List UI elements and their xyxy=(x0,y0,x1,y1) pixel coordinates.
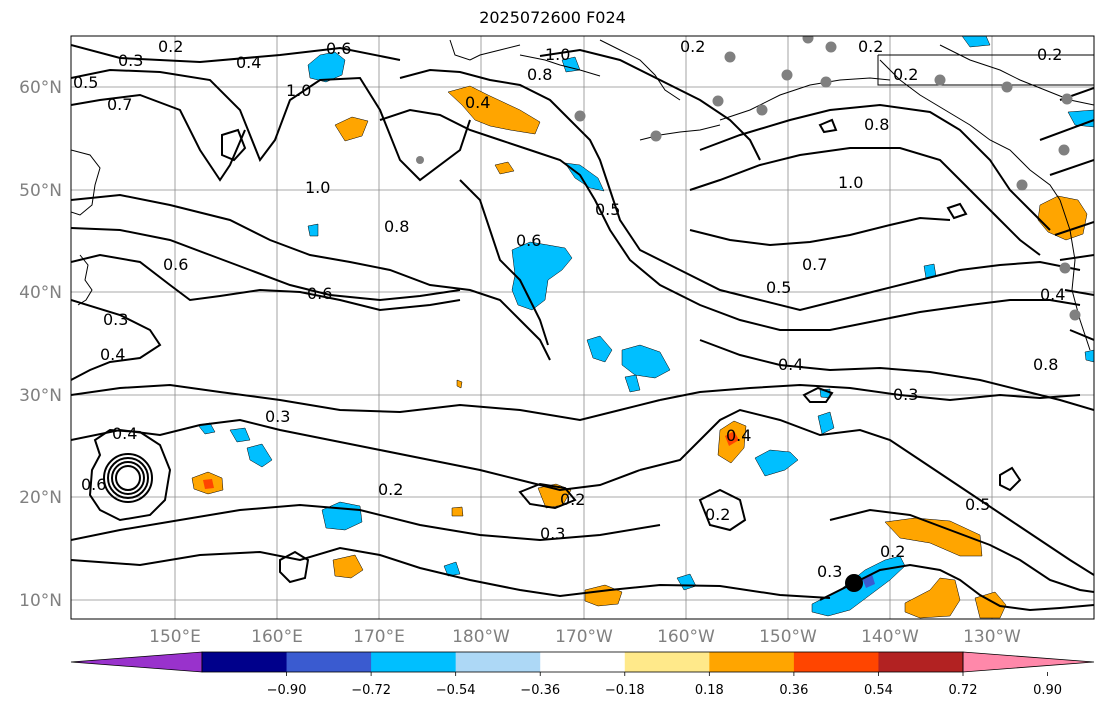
lat-label: 20°N xyxy=(19,488,62,508)
colorbar-segment xyxy=(202,652,288,672)
colorbar-tick-labels: −0.90 −0.72 −0.54 −0.36 −0.18 0.18 0.36 0.54 0.7… xyxy=(267,672,1062,698)
contour-label: 0.2 xyxy=(858,37,883,56)
lat-label: 40°N xyxy=(19,283,62,303)
station-markers xyxy=(416,36,1081,321)
colorbar-tick-label: 0.18 xyxy=(695,683,724,698)
colorbar-segment xyxy=(793,652,879,672)
positive-strong-shading xyxy=(203,431,739,489)
colorbar-segment xyxy=(624,652,710,672)
contour-label: 0.2 xyxy=(158,37,183,56)
contour-label: 0.8 xyxy=(864,115,889,134)
lon-label: 150°E xyxy=(149,627,201,647)
contour-label: 0.5 xyxy=(965,495,990,514)
contour-label: 0.5 xyxy=(595,200,620,219)
contour-label: 0.7 xyxy=(802,255,827,274)
contour-label: 0.6 xyxy=(516,231,541,250)
contour-label: 0.2 xyxy=(893,65,918,84)
contour-label: 0.2 xyxy=(1037,45,1062,64)
contour-label: 0.2 xyxy=(880,542,905,561)
lat-label: 30°N xyxy=(19,386,62,406)
colorbar-tick-label: −0.18 xyxy=(605,683,645,698)
contour-label: 1.0 xyxy=(545,45,570,64)
contour-label: 0.4 xyxy=(465,93,490,112)
contour-label: 0.8 xyxy=(527,65,552,84)
contour-label: 0.8 xyxy=(1033,355,1058,374)
contour-label: 0.4 xyxy=(1040,285,1065,304)
lon-label: 140°W xyxy=(861,627,919,647)
colorbar-segment xyxy=(709,652,795,672)
colorbar-segment xyxy=(286,652,372,672)
contour-label: 1.0 xyxy=(286,81,311,100)
contour-label: 0.5 xyxy=(766,278,791,297)
lon-label: 160°E xyxy=(251,627,303,647)
contour-label: 0.6 xyxy=(163,255,188,274)
colorbar-tick-label: 0.36 xyxy=(779,683,808,698)
lat-label: 60°N xyxy=(19,78,62,98)
contour-label: 0.2 xyxy=(680,37,705,56)
colorbar-tick-label: 0.90 xyxy=(1033,683,1062,698)
colorbar-tick-label: −0.54 xyxy=(436,683,476,698)
contour-label: 1.0 xyxy=(305,178,330,197)
contour-label: 0.3 xyxy=(103,310,128,329)
lon-label: 150°W xyxy=(759,627,817,647)
contour-label: 0.7 xyxy=(107,95,132,114)
colorbar-segment xyxy=(371,652,457,672)
contour-label: 0.6 xyxy=(326,39,351,58)
map-frame xyxy=(70,35,1095,620)
colorbar-extend-high xyxy=(962,651,1095,673)
contour-label: 0.4 xyxy=(778,355,803,374)
lon-label: 170°W xyxy=(555,627,613,647)
colorbar-tick-label: 0.72 xyxy=(949,683,978,698)
contour-label: 0.4 xyxy=(236,53,261,72)
colorbar-segment xyxy=(455,652,541,672)
contour-label: 1.0 xyxy=(838,173,863,192)
colorbar-extend-low xyxy=(70,651,203,673)
contour-label: 0.4 xyxy=(726,426,751,445)
contour-label: 0.2 xyxy=(560,490,585,509)
lon-label: 160°W xyxy=(657,627,715,647)
contour-label: 0.3 xyxy=(118,51,143,70)
contour-label: 0.8 xyxy=(384,217,409,236)
contour-label: 0.3 xyxy=(817,562,842,581)
lon-label: 130°W xyxy=(963,627,1021,647)
lon-label: 170°E xyxy=(353,627,405,647)
contour-label: 0.4 xyxy=(100,345,125,364)
lat-label: 50°N xyxy=(19,181,62,201)
colorbar-segment xyxy=(878,652,964,672)
contour-label: 0.2 xyxy=(378,480,403,499)
colorbar-tick-label: −0.36 xyxy=(520,683,560,698)
latitude-axis: 10°N 20°N 30°N 40°N 50°N 60°N xyxy=(19,78,62,611)
contour-label: 0.5 xyxy=(73,73,98,92)
contour-label: 0.3 xyxy=(893,385,918,404)
colorbar-frame xyxy=(201,651,964,673)
contour-label: 0.4 xyxy=(112,424,137,443)
colorbar-tick-label: −0.72 xyxy=(351,683,391,698)
colorbar-tick-label: −0.90 xyxy=(267,683,307,698)
contour-lines xyxy=(71,44,1094,612)
map-title: 2025072600 F024 xyxy=(479,8,626,27)
contour-label: 0.6 xyxy=(81,475,106,494)
colorbar-tick-label: 0.54 xyxy=(864,683,893,698)
contour-label: 0.3 xyxy=(540,524,565,543)
lat-label: 10°N xyxy=(19,591,62,611)
lon-label: 180°W xyxy=(452,627,510,647)
colorbar-segment xyxy=(540,652,626,672)
contour-label: 0.6 xyxy=(307,284,332,303)
storm-center-marker xyxy=(845,574,863,592)
contour-label: 0.3 xyxy=(265,407,290,426)
colorbar xyxy=(70,651,1095,673)
contour-label: 0.2 xyxy=(705,505,730,524)
longitude-axis: 150°E 160°E 170°E 180°W 170°W 160°W 150°… xyxy=(149,627,1021,647)
positive-shading xyxy=(191,85,1088,619)
contour-value-labels: 0.2 0.3 0.4 0.5 0.6 0.7 1.0 0.4 0.8 1.0 … xyxy=(73,37,1065,581)
